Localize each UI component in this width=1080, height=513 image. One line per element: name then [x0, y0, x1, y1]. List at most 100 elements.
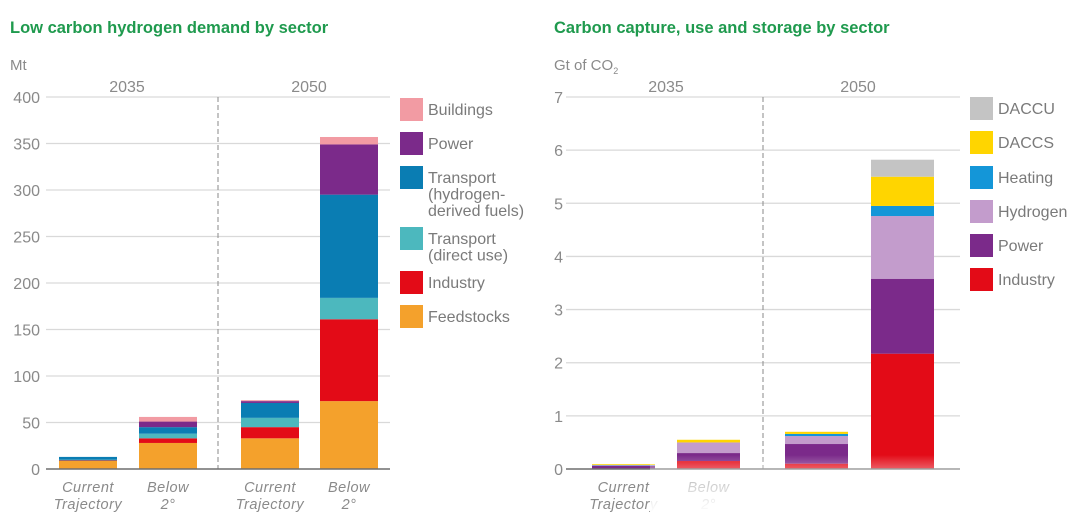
y-tick-label: 200 [13, 276, 40, 293]
legend-label: derived fuels) [428, 203, 524, 220]
legend-label: Feedstocks [428, 309, 510, 326]
period-label-2050: 2050 [840, 79, 876, 96]
y-tick-label: 100 [13, 369, 40, 386]
y-tick-label: 0 [31, 462, 40, 479]
legend-swatch-industry [400, 271, 423, 294]
y-tick-label: 3 [554, 303, 563, 320]
bar-segment-feedstocks [320, 401, 378, 469]
x-category-label: Trajectory [589, 497, 658, 513]
y-tick-label: 0 [554, 462, 563, 479]
bar-segment-transport-hydrogen-derived-fuels- [320, 194, 378, 298]
y-tick-label: 5 [554, 196, 563, 213]
y-tick-label: 300 [13, 183, 40, 200]
legend-label: Heating [998, 170, 1053, 187]
bar-segment-daccs [592, 464, 655, 466]
x-category-label: Below [147, 480, 190, 496]
bar-segment-power [871, 278, 934, 354]
bar-segment-transport-direct-use- [241, 417, 299, 428]
legend-label: DACCU [998, 101, 1055, 118]
y-tick-label: 250 [13, 230, 40, 247]
bar-segment-industry [871, 353, 934, 469]
bar-segment-power [241, 401, 299, 403]
bar-segment-industry [241, 427, 299, 439]
period-label-2035: 2035 [648, 79, 684, 96]
x-category-label: Current [244, 480, 296, 496]
y-axis-unit-label: Mt [10, 57, 27, 74]
legend-label: Industry [998, 272, 1055, 289]
legend-label: DACCS [998, 135, 1054, 152]
ccus-chart: Gt of CO2 0 1 2 3 4 5 6 7 2035 2050 CurrentTrajecto… [554, 57, 1067, 513]
legend-label: Power [998, 238, 1044, 255]
bar-segment-power [785, 444, 848, 464]
bar-segment-transport-hydrogen-derived-fuels- [139, 427, 197, 434]
legend-swatch-feedstocks [400, 305, 423, 328]
y-tick-label: 400 [13, 90, 40, 107]
bar-segment-transport-direct-use- [139, 433, 197, 439]
bar-segment-power [320, 144, 378, 195]
legend-swatch-power [400, 132, 423, 155]
bar-segment-buildings [320, 136, 378, 145]
x-category-label: 2° [341, 497, 357, 513]
bar-segment-industry [139, 438, 197, 443]
bar-segment-power [139, 421, 197, 428]
y-tick-label: 6 [554, 143, 563, 160]
x-category-label: Current [598, 480, 650, 496]
y-tick-label: 50 [22, 416, 40, 433]
legend-label: Power [428, 136, 474, 153]
bar-segment-power [677, 453, 740, 462]
legend-label: (direct use) [428, 248, 508, 265]
x-category-label: Trajectory [54, 497, 123, 513]
bar-segment-power [592, 465, 655, 469]
x-category-label: Below [328, 480, 371, 496]
legend-swatch-transport-direct-use- [400, 227, 423, 250]
legend-label: Industry [428, 275, 485, 292]
bar-segment-buildings [241, 400, 299, 402]
bar-segment-hydrogen [677, 442, 740, 454]
legend-label: (hydrogen- [428, 187, 505, 204]
hydrogen-chart-title: Low carbon hydrogen demand by sector [10, 19, 329, 37]
bar-segment-daccs [785, 431, 848, 434]
bar-segment-daccs [677, 439, 740, 443]
y-tick-label: 4 [554, 249, 563, 266]
x-category-label: Current [62, 480, 114, 496]
bar-segment-daccu [871, 159, 934, 177]
bar-segment-daccs [871, 176, 934, 206]
legend-swatch-industry [970, 268, 993, 291]
hydrogen-demand-chart: Mt 0 50 100 150 200 250 300 350 400 2035 2050 Curren… [10, 57, 524, 513]
legend-swatch-buildings [400, 98, 423, 121]
period-label-2050: 2050 [291, 79, 327, 96]
ccus-chart-title: Carbon capture, use and storage by secto… [554, 19, 890, 37]
bar-segment-buildings [139, 416, 197, 422]
legend-label: Buildings [428, 102, 493, 119]
bar-segment-industry [677, 461, 740, 469]
bar-segment-industry [785, 463, 848, 469]
x-category-label: 2° [160, 497, 176, 513]
legend-swatch-daccu [970, 97, 993, 120]
y-axis-unit-label: Gt of CO2 [554, 57, 618, 76]
period-label-2035: 2035 [109, 79, 145, 96]
bar-segment-transport-hydrogen-derived-fuels- [59, 456, 117, 460]
bar-segment-industry [59, 460, 117, 461]
legend-swatch-daccs [970, 131, 993, 154]
legend-label: Transport [428, 170, 496, 187]
bar-segment-feedstocks [139, 442, 197, 469]
bar-segment-hydrogen [871, 216, 934, 279]
legend-swatch-hydrogen [970, 200, 993, 223]
bar-segment-feedstocks [59, 460, 117, 469]
x-category-label: Below [688, 480, 731, 496]
bar-segment-heating [785, 433, 848, 437]
bar-segment-hydrogen [785, 436, 848, 445]
legend-swatch-transport-hydrogen-derived-fuels- [400, 166, 423, 189]
y-tick-label: 150 [13, 323, 40, 340]
y-tick-label: 350 [13, 137, 40, 154]
bar-segment-feedstocks [241, 438, 299, 469]
bar-segment-transport-hydrogen-derived-fuels- [241, 402, 299, 418]
legend-label: Hydrogen [998, 204, 1067, 221]
bar-segment-transport-direct-use- [59, 459, 117, 461]
bar-segment-heating [871, 205, 934, 217]
x-category-label: 2° [700, 497, 716, 513]
x-category-label: Trajectory [236, 497, 305, 513]
y-tick-label: 2 [554, 356, 563, 373]
legend-swatch-power [970, 234, 993, 257]
